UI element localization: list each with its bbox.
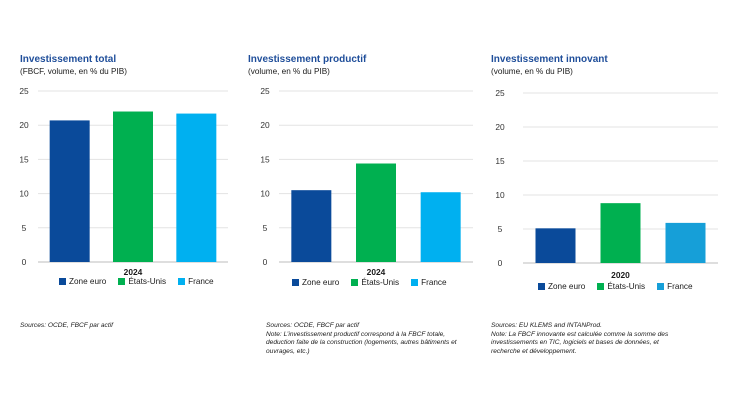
legend-swatch-etats-unis xyxy=(351,279,359,286)
bar xyxy=(420,192,461,262)
legend-swatch-france xyxy=(178,278,186,285)
legend-item-etats-unis: États-Unis xyxy=(351,278,399,287)
legend-swatch-france xyxy=(411,279,419,286)
note-line: Sources: OCDE, FBCF par actif xyxy=(266,322,359,329)
bar xyxy=(665,222,706,263)
legend-label: Zone euro xyxy=(302,278,340,287)
note-line: recherche et développement. xyxy=(491,347,577,355)
note-line: Note: La FBCF innovante est calculée com… xyxy=(491,330,669,338)
y-tick-label: 15 xyxy=(260,154,270,164)
legend-item-zone-euro: Zone euro xyxy=(59,277,106,286)
y-tick-label: 5 xyxy=(22,223,27,233)
note-line: Note: L’investissement productif corresp… xyxy=(266,330,446,338)
note-line: deduction faite de la construction (loge… xyxy=(266,339,457,347)
chart-note: Sources: OCDE, FBCF par actif Note: L’in… xyxy=(266,322,484,356)
legend-item-france: France xyxy=(657,282,693,291)
x-axis-label: 2024 xyxy=(367,267,386,277)
legend-swatch-etats-unis xyxy=(597,283,605,290)
legend-label: France xyxy=(421,278,447,287)
legend-item-zone-euro: Zone euro xyxy=(292,278,339,287)
y-tick-label: 15 xyxy=(495,156,505,166)
legend-item-etats-unis: États-Unis xyxy=(118,277,166,286)
legend-item-etats-unis: États-Unis xyxy=(597,282,645,291)
chart-panel-total: Investissement total (FBCF, volume, en %… xyxy=(0,0,243,410)
chart-subtitle: (volume, en % du PIB) xyxy=(491,67,573,76)
y-tick-label: 20 xyxy=(260,120,270,130)
chart-subtitle: (FBCF, volume, en % du PIB) xyxy=(20,67,127,76)
chart-panel-productif: Investissement productif (volume, en % d… xyxy=(243,0,486,410)
chart-note: Sources: OCDE, FBCF par actif xyxy=(20,322,235,331)
chart-note: Sources: EU KLEMS and INTANProd. Note: L… xyxy=(491,322,727,356)
y-tick-label: 10 xyxy=(260,189,270,199)
chart-title: Investissement innovant xyxy=(491,54,608,65)
y-tick-label: 0 xyxy=(263,257,268,267)
y-tick-label: 10 xyxy=(19,189,29,199)
bar xyxy=(176,113,217,263)
chart-title: Investissement total xyxy=(20,54,117,65)
legend-swatch-zone-euro xyxy=(538,283,545,290)
note-line: Sources: OCDE, FBCF par actif xyxy=(20,322,113,329)
y-tick-label: 15 xyxy=(19,154,29,164)
y-tick-label: 5 xyxy=(498,224,503,234)
legend-label: États-Unis xyxy=(128,277,167,286)
legend-item-france: France xyxy=(411,278,447,287)
y-tick-label: 25 xyxy=(19,86,29,96)
legend-label: États-Unis xyxy=(361,278,400,287)
chart-panel-innovant: Investissement innovant (volume, en % du… xyxy=(486,0,730,410)
y-tick-label: 20 xyxy=(19,120,29,130)
chart-plot-total: 0 5 10 15 20 25 2024 xyxy=(19,86,228,277)
bar xyxy=(535,228,576,263)
chart-legend: Zone euro États-Unis France xyxy=(59,277,214,286)
y-tick-label: 10 xyxy=(495,190,505,200)
chart-legend: Zone euro États-Unis France xyxy=(292,278,447,287)
legend-label: États-Unis xyxy=(607,282,646,291)
bar xyxy=(113,111,153,263)
chart-title: Investissement productif xyxy=(248,54,367,65)
y-tick-label: 25 xyxy=(260,86,270,96)
y-tick-label: 25 xyxy=(495,88,505,98)
y-tick-label: 0 xyxy=(22,257,27,267)
legend-label: Zone euro xyxy=(69,277,107,286)
bar xyxy=(356,163,396,262)
note-line: investissements en TIC, logiciels et bas… xyxy=(491,339,659,347)
legend-label: France xyxy=(188,277,214,286)
note-line: ouvrages, etc.) xyxy=(266,347,310,355)
y-tick-label: 20 xyxy=(495,122,505,132)
note-line: Sources: EU KLEMS and INTANProd. xyxy=(491,322,602,329)
legend-label: Zone euro xyxy=(548,282,586,291)
x-axis-label: 2020 xyxy=(611,270,630,280)
chart-plot-productif: 0 5 10 15 20 25 2024 xyxy=(260,86,473,277)
x-axis-label: 2024 xyxy=(124,267,143,277)
chart-plot-innovant: 0 5 10 15 20 25 2020 xyxy=(495,88,718,280)
legend-label: France xyxy=(667,282,693,291)
chart-subtitle: (volume, en % du PIB) xyxy=(248,67,330,76)
bar xyxy=(600,203,641,263)
legend-item-france: France xyxy=(178,277,214,286)
y-tick-label: 5 xyxy=(263,223,268,233)
legend-swatch-zone-euro xyxy=(59,278,66,285)
bar xyxy=(291,190,332,262)
y-tick-label: 0 xyxy=(498,258,503,268)
legend-swatch-etats-unis xyxy=(118,278,126,285)
chart-legend: Zone euro États-Unis France xyxy=(538,282,693,291)
bar xyxy=(49,120,90,262)
legend-swatch-france xyxy=(657,283,665,290)
legend-swatch-zone-euro xyxy=(292,279,299,286)
legend-item-zone-euro: Zone euro xyxy=(538,282,585,291)
